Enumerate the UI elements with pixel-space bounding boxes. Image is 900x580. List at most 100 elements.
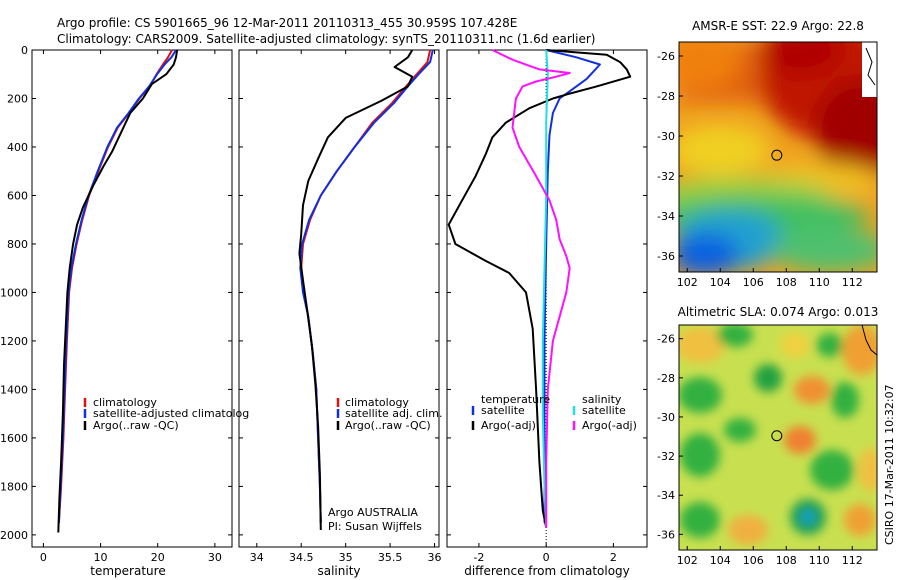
legend-satellite-label: satellite-adjusted climatolog: [93, 407, 249, 420]
y-tick-label: 600: [7, 189, 28, 202]
y-tick-label: 800: [7, 238, 28, 251]
difference-x-label: difference from climatology: [464, 564, 630, 578]
map-y-tick-label: -32: [657, 450, 675, 463]
credit-timestamp: CSIRO 17-Mar-2011 10:32:07: [883, 384, 896, 545]
series-line-climatology: [57, 49, 173, 523]
argo-float-marker: [771, 430, 783, 442]
y-tick-label: 200: [7, 92, 28, 105]
series-line-argo-raw-qc-: [298, 49, 414, 531]
map-x-tick-label: 110: [809, 276, 830, 289]
salinity-x-axis: 34 34.5 35 35.5 36: [239, 49, 442, 564]
legend-argo-label: Argo(..raw -QC): [345, 419, 431, 432]
map-x-tick-label: 108: [776, 276, 797, 289]
legend-satellite-label: satellite adj. clim.: [345, 407, 442, 420]
difference-panel: -2 0 2 difference from climatology tempera…: [446, 49, 648, 578]
legend-salinity-heading: salinity: [582, 393, 622, 406]
map-y-tick-label: -26: [657, 333, 675, 346]
series-line-satellite-adjusted-climatolog: [57, 49, 177, 523]
sst-map-axes: 102 104 106 108 110 112 -26 -28 -30 -32 -34 -36: [657, 50, 863, 289]
argo-float-marker: [771, 149, 783, 161]
salinity-series: [298, 49, 434, 531]
y-tick-label: 0: [21, 44, 28, 57]
x-tick-label: 36: [428, 551, 442, 564]
y-tick-label: 1800: [0, 480, 28, 493]
map-y-tick-label: -34: [657, 210, 675, 223]
sla-map-panel: Altimetric SLA: 0.074 Argo: 0.013: [657, 305, 879, 567]
difference-series: [447, 49, 632, 528]
figure-title-line1: Argo profile: CS 5901665_96 12-Mar-2011 …: [57, 16, 517, 30]
x-tick-label: 10: [94, 551, 108, 564]
series-line-salinity-argo-adj-: [491, 49, 571, 528]
sla-map-title: Altimetric SLA: 0.074 Argo: 0.013: [678, 305, 879, 319]
y-tick-label: 1600: [0, 432, 28, 445]
legend-argo-label: Argo(..raw -QC): [93, 419, 179, 432]
map-y-tick-label: -36: [657, 528, 675, 541]
map-x-tick-label: 102: [677, 276, 698, 289]
map-x-tick-label: 110: [809, 554, 830, 567]
sst-map-frame: [678, 41, 878, 273]
temperature-series: [57, 49, 179, 533]
map-x-tick-label: 102: [677, 554, 698, 567]
legend-temperature-heading: temperature: [481, 393, 550, 406]
difference-legend-temperature: temperature satellite Argo(-adj): [471, 393, 550, 432]
x-tick-label: 0: [543, 551, 550, 564]
map-y-tick-label: -30: [657, 130, 675, 143]
y-tick-label: 400: [7, 141, 28, 154]
depth-axis: 0 200 400 600 800 1000 1200 1400 1600 1800 2000: [0, 44, 28, 542]
legend-argo-salinity-label: Argo(-adj): [582, 419, 637, 432]
y-tick-label: 1400: [0, 383, 28, 396]
legend-argo-temperature-label: Argo(-adj): [481, 419, 536, 432]
y-tick-label: 1200: [0, 335, 28, 348]
sst-map-panel: AMSR-E SST: 22.9 Argo: 22.8 102 104 106 1: [657, 19, 878, 289]
sla-map-field: [679, 325, 877, 550]
x-tick-label: 2: [610, 551, 617, 564]
map-x-tick-label: 106: [743, 276, 764, 289]
map-y-tick-label: -28: [657, 372, 675, 385]
map-x-tick-label: 112: [842, 276, 863, 289]
salinity-axes-frame: [238, 49, 440, 548]
map-y-tick-label: -36: [657, 250, 675, 263]
map-y-tick-label: -32: [657, 170, 675, 183]
argo-program-label: Argo AUSTRALIA: [328, 506, 418, 519]
series-line-salinity-satellite: [541, 49, 549, 528]
temperature-panel: 0 200 400 600 800 1000 1200 1400 1600 1800 2000 0 1…: [0, 44, 249, 578]
sst-map-title: AMSR-E SST: 22.9 Argo: 22.8: [692, 19, 864, 33]
y-tick-label: 1000: [0, 286, 28, 299]
series-line-climatology: [300, 49, 432, 523]
series-line-satellite-adj-clim-: [299, 49, 434, 523]
sst-map-field: [679, 42, 877, 272]
map-y-tick-label: -26: [657, 50, 675, 63]
figure-title-line2: Climatology: CARS2009. Satellite-adjuste…: [57, 32, 595, 46]
map-x-tick-label: 108: [776, 554, 797, 567]
salinity-panel: 34 34.5 35 35.5 36 salinity climatology sate…: [238, 49, 442, 578]
x-tick-label: 30: [208, 551, 222, 564]
legend-satellite-temperature-label: satellite: [481, 404, 525, 417]
map-y-tick-label: -30: [657, 411, 675, 424]
x-tick-label: -2: [473, 551, 484, 564]
difference-legend-salinity: salinity satellite Argo(-adj): [572, 393, 637, 432]
series-line-argo-raw-qc-: [57, 49, 179, 533]
map-x-tick-label: 104: [710, 276, 731, 289]
temperature-x-axis: 0 10 20 30: [32, 49, 232, 564]
x-tick-label: 34: [250, 551, 264, 564]
sla-map-frame: [678, 324, 878, 551]
sla-map-axes: 102 104 106 108 110 112 -26 -28 -30 -32 -34 -36: [657, 333, 863, 567]
map-x-tick-label: 106: [743, 554, 764, 567]
temperature-legend: climatology satellite-adjusted climatolo…: [83, 396, 249, 432]
series-line-argo-adj-: [447, 49, 632, 528]
pi-label: PI: Susan Wijffels: [328, 520, 422, 533]
map-y-tick-label: -34: [657, 489, 675, 502]
legend-climatology-label: climatology: [345, 396, 409, 409]
salinity-legend: climatology satellite adj. clim. Argo(..…: [336, 396, 442, 432]
x-tick-label: 35.5: [378, 551, 403, 564]
legend-satellite-salinity-label: satellite: [582, 404, 626, 417]
map-y-tick-label: -28: [657, 90, 675, 103]
series-line-satellite: [543, 49, 601, 523]
x-tick-label: 34.5: [289, 551, 314, 564]
x-tick-label: 0: [40, 551, 47, 564]
legend-climatology-label: climatology: [93, 396, 157, 409]
salinity-x-label: salinity: [317, 564, 360, 578]
x-tick-label: 20: [151, 551, 165, 564]
map-x-tick-label: 104: [710, 554, 731, 567]
